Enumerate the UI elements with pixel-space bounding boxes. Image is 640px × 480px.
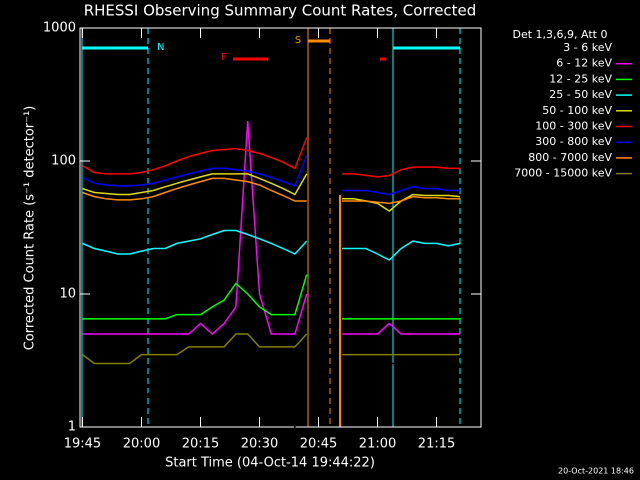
- x-tick-label: 20:00: [123, 437, 160, 452]
- x-axis-label: Start Time (04-Oct-14 19:44:22): [165, 456, 375, 471]
- legend-label: 25 - 50 keV: [549, 88, 612, 101]
- legend-label: 100 - 300 keV: [535, 120, 612, 133]
- series-line: [82, 155, 461, 196]
- legend-label: 12 - 25 keV: [549, 72, 612, 85]
- x-tick-label: 20:45: [300, 437, 337, 452]
- flag-label: N: [157, 42, 164, 53]
- plot-frame: [79, 27, 482, 428]
- x-tick-label: 19:45: [64, 437, 101, 452]
- flag-label: F: [221, 52, 227, 63]
- x-tick-label: 21:00: [359, 437, 396, 452]
- legend-label: 800 - 7000 keV: [528, 151, 612, 164]
- legend-label: 6 - 12 keV: [556, 57, 612, 70]
- series-line: [82, 274, 461, 320]
- series-line: [82, 137, 461, 178]
- x-tick-label: 21:15: [418, 437, 455, 452]
- legend-title: Det 1,3,6,9, Att 0: [513, 28, 608, 41]
- x-tick-label: 20:15: [182, 437, 219, 452]
- x-tick-label: 20:30: [241, 437, 278, 452]
- legend-label: 300 - 800 keV: [535, 135, 612, 148]
- chart-title: RHESSI Observing Summary Count Rates, Co…: [84, 2, 477, 20]
- legend-label: 3 - 6 keV: [563, 41, 612, 54]
- series-line: [82, 333, 461, 365]
- series-line: [82, 120, 461, 336]
- timestamp: 20-Oct-2021 18:46: [558, 467, 634, 476]
- y-tick-label: 1000: [43, 21, 76, 36]
- y-tick-label: 1: [68, 420, 76, 435]
- series-line: [82, 190, 461, 430]
- flags: N F S: [81, 28, 461, 427]
- y-tick-label: 100: [51, 154, 76, 169]
- series-line: [82, 229, 461, 261]
- legend-label: 50 - 100 keV: [542, 104, 612, 117]
- y-tick-label: 10: [59, 287, 76, 302]
- flag-label: S: [295, 35, 301, 46]
- series-line: [82, 177, 461, 205]
- y-axis-label: Corrected Count Rate (s⁻¹ detector⁻¹): [23, 106, 38, 351]
- legend-label: 7000 - 15000 keV: [514, 167, 612, 180]
